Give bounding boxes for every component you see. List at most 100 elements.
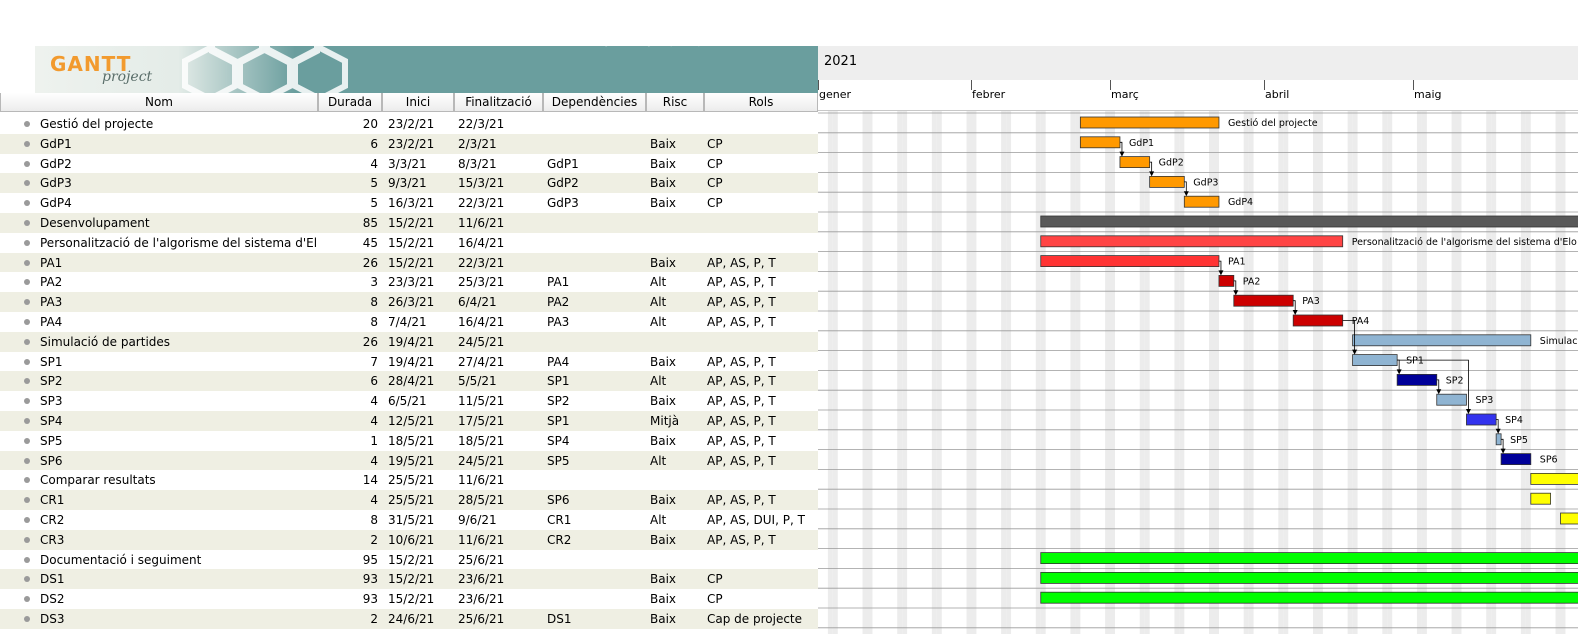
table-row[interactable]: Gestió del projecte 20 23/2/21 22/3/21	[0, 114, 818, 134]
task-name: CR1	[40, 493, 65, 508]
task-name: DS3	[40, 612, 65, 626]
gantt-bar[interactable]	[1495, 433, 1502, 446]
dependency-arrow	[1233, 280, 1237, 294]
column-header-durada[interactable]: Durada	[318, 93, 382, 112]
gantt-bar[interactable]	[1560, 512, 1578, 525]
table-row[interactable]: Personalització de l'algorisme del siste…	[0, 233, 818, 253]
gantt-bar[interactable]	[1218, 274, 1235, 287]
task-end: 15/3/21	[458, 176, 505, 191]
gantt-bar[interactable]	[1183, 195, 1220, 208]
task-duration: 85	[362, 216, 378, 230]
gantt-bar[interactable]	[1040, 591, 1578, 604]
gantt-bar[interactable]	[1040, 552, 1578, 564]
task-name: SP4	[40, 414, 63, 428]
table-row[interactable]: Documentació i seguiment 95 15/2/21 25/6/21	[0, 550, 818, 570]
table-row[interactable]: DS2 93 15/2/21 23/6/21 Baix CP	[0, 589, 818, 609]
task-end: 25/3/21	[458, 275, 505, 290]
table-row[interactable]: DS3 2 24/6/21 25/6/21 DS1 Baix Cap de projecte	[0, 609, 818, 629]
task-roles: AP, AS, P, T	[707, 255, 776, 270]
gantt-bar[interactable]	[1040, 572, 1578, 584]
gantt-chart-panel[interactable]: 2021 gener febrer març abril maig Gestió del…	[818, 0, 1578, 634]
weekend-shade	[1139, 111, 1145, 634]
task-roles: AP, AS, P, T	[707, 295, 776, 310]
dependency-arrowhead	[1233, 290, 1239, 296]
gantt-bar[interactable]	[1040, 235, 1344, 248]
task-dependencies: PA2	[547, 295, 570, 310]
gantt-bars-canvas[interactable]: Gestió del projecte GdP1 GdP2 GdP3 GdP4 Perso…	[818, 0, 1578, 634]
table-row[interactable]: SP3 4 6/5/21 11/5/21 SP2 Baix AP, AS, P, T	[0, 391, 818, 411]
task-table-panel: GANTT project Nom Durada Inici Finalitza…	[0, 46, 818, 629]
column-header-inici[interactable]: Inici	[382, 93, 454, 112]
table-row[interactable]: SP1 7 19/4/21 27/4/21 PA4 Baix AP, AS, P, T	[0, 352, 818, 372]
task-dependencies: GdP1	[547, 156, 579, 171]
table-row[interactable]: GdP2 4 3/3/21 8/3/21 GdP1 Baix CP	[0, 154, 818, 174]
column-header-nom[interactable]: Nom	[0, 93, 318, 112]
weekend-shade	[1209, 111, 1214, 634]
gantt-bar[interactable]	[1530, 492, 1551, 505]
gantt-bar-label: PA4	[1352, 316, 1370, 327]
table-row[interactable]: PA1 26 15/2/21 22/3/21 Baix AP, AS, P, T	[0, 252, 818, 273]
table-row[interactable]: GdP1 6 23/2/21 2/3/21 Baix CP	[0, 133, 818, 154]
weekend-shade	[1317, 111, 1323, 634]
gantt-bar[interactable]	[1119, 156, 1151, 169]
gantt-bar-label: SP1	[1406, 356, 1424, 367]
table-row[interactable]: PA3 8 26/3/21 6/4/21 PA2 Alt AP, AS, P, T	[0, 292, 818, 312]
gantt-bar[interactable]	[1079, 116, 1220, 129]
table-row[interactable]: CR1 4 25/5/21 28/5/21 SP6 Baix AP, AS, P, T	[0, 490, 818, 510]
gantt-bar[interactable]	[1396, 373, 1438, 386]
table-row[interactable]: CR3 2 10/6/21 11/6/21 CR2 Baix AP, AS, P, T	[0, 529, 818, 550]
table-row[interactable]: SP4 4 12/5/21 17/5/21 SP1 Mitjà AP, AS, P, T	[0, 411, 818, 431]
column-header-rols[interactable]: Rols	[704, 93, 818, 112]
table-row[interactable]: SP5 1 18/5/21 18/5/21 SP4 Baix AP, AS, P, T	[0, 431, 818, 451]
column-header-risc[interactable]: Risc	[646, 93, 704, 112]
table-row[interactable]: PA2 3 23/3/21 25/3/21 PA1 Alt AP, AS, P, T	[0, 272, 818, 292]
gantt-bar[interactable]	[1500, 453, 1532, 466]
logo-sub-text: project	[102, 69, 153, 85]
task-dependencies	[547, 569, 645, 589]
task-risk: Baix	[650, 433, 677, 448]
table-row[interactable]: CR2 8 31/5/21 9/6/21 CR1 Alt AP, AS, DUI, P, T	[0, 510, 818, 530]
table-row[interactable]: PA4 8 7/4/21 16/4/21 PA3 Alt AP, AS, P, T	[0, 312, 818, 332]
task-duration: 6	[370, 136, 378, 151]
task-start: 15/2/21	[388, 216, 435, 230]
task-name: SP3	[40, 394, 63, 409]
table-row[interactable]: Comparar resultats 14 25/5/21 11/6/21	[0, 470, 818, 490]
row-bullet-icon	[24, 556, 30, 563]
gantt-bar[interactable]	[1352, 354, 1398, 367]
gantt-bar[interactable]	[1040, 255, 1220, 268]
dependency-arrow	[1119, 141, 1123, 155]
column-header-dependencies[interactable]: Dependències	[543, 93, 646, 112]
weekend-shade	[1035, 111, 1041, 634]
gantt-bar[interactable]	[1149, 175, 1185, 188]
task-end: 23/6/21	[458, 572, 505, 587]
table-row[interactable]: SP2 6 28/4/21 5/5/21 SP1 Alt AP, AS, P, T	[0, 371, 818, 392]
task-duration: 95	[362, 552, 378, 567]
task-end: 8/3/21	[458, 156, 497, 171]
dependency-arrow	[1293, 300, 1296, 313]
table-row[interactable]: SP6 4 19/5/21 24/5/21 SP5 Alt AP, AS, P, T	[0, 450, 818, 471]
row-bullet-icon	[24, 279, 30, 286]
gantt-bar[interactable]	[1040, 215, 1578, 228]
task-end: 27/4/21	[458, 354, 505, 369]
gantt-bar[interactable]	[1292, 314, 1344, 327]
gantt-bar[interactable]	[1352, 334, 1532, 347]
table-row[interactable]: Desenvolupament 85 15/2/21 11/6/21	[0, 213, 818, 233]
gantt-bar[interactable]	[1530, 472, 1578, 485]
task-dependencies: PA3	[547, 315, 570, 329]
gantt-bar[interactable]	[1436, 393, 1467, 406]
row-bullet-icon	[24, 200, 30, 207]
table-row[interactable]: DS1 93 15/2/21 23/6/21 Baix CP	[0, 569, 818, 590]
gantt-bar[interactable]	[1466, 413, 1497, 426]
gantt-bar[interactable]	[1233, 294, 1294, 307]
task-duration: 4	[370, 414, 378, 428]
table-row[interactable]: GdP3 5 9/3/21 15/3/21 GdP2 Baix CP	[0, 173, 818, 194]
gantt-bar[interactable]	[1079, 136, 1121, 149]
task-name: GdP1	[40, 136, 72, 151]
month-tick	[1413, 80, 1414, 90]
task-roles: CP	[707, 592, 723, 607]
column-header-finalitzacio[interactable]: Finalització	[454, 93, 543, 112]
task-roles	[707, 550, 818, 570]
table-row[interactable]: GdP4 5 16/3/21 22/3/21 GdP3 Baix CP	[0, 193, 818, 213]
task-risk	[650, 332, 704, 352]
table-row[interactable]: Simulació de partides 26 19/4/21 24/5/21	[0, 331, 818, 352]
